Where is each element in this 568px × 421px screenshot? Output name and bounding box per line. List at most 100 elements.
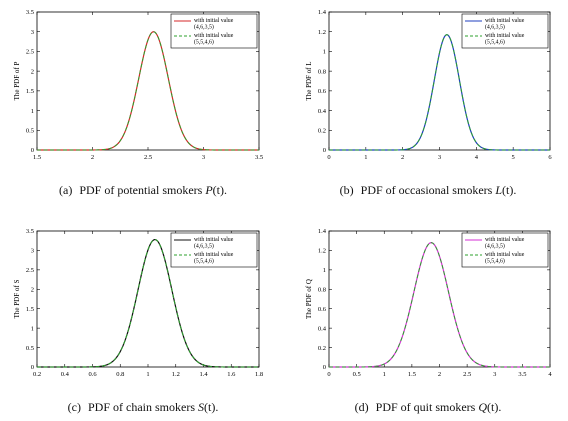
y-tick-label: 1.4 [318, 228, 327, 235]
panel-b: 0 1 2 3 4 5 6 0 0.2 0.4 0.6 0.8 1 1.2 1.4 The PDF of L w… [305, 9, 552, 161]
caption-d-text: PDF of quit smokers [375, 400, 476, 414]
x-tick-label: 1 [146, 371, 149, 378]
legend-box [170, 13, 258, 49]
legend-box [170, 232, 258, 268]
caption-d-arg: (t). [487, 400, 502, 414]
x-tick-label: 0.8 [116, 371, 124, 378]
y-tick-label: 0 [323, 364, 326, 371]
caption-b-tag: (b) [339, 183, 354, 197]
series-line-2 [329, 242, 550, 368]
caption-c-arg: (t). [204, 400, 219, 414]
y-tick-label: 0.8 [318, 286, 326, 293]
y-tick-label: 1 [323, 267, 326, 274]
x-tick-label: 1.5 [33, 154, 41, 161]
x-tick-label: 2.5 [144, 154, 152, 161]
y-tick-label: 1 [323, 49, 326, 56]
x-tick-label: 0.5 [353, 371, 361, 378]
caption-a-tag: (a) [59, 183, 73, 197]
y-tick-label: 1.2 [318, 29, 326, 36]
y-axis-label: The PDF of Q [305, 279, 313, 319]
legend-label-1-value: (4,6,3,5) [194, 24, 214, 31]
x-tick-label: 3 [493, 371, 496, 378]
x-tick-label: 0.6 [88, 371, 97, 378]
x-tick-label: 1.6 [227, 371, 236, 378]
x-tick-label: 3.5 [518, 371, 526, 378]
x-tick-label: 2 [91, 154, 94, 161]
x-tick-label: 1 [383, 371, 386, 378]
y-tick-label: 0.8 [318, 68, 326, 75]
x-tick-label: 2.5 [463, 371, 471, 378]
y-tick-label: 3 [31, 248, 34, 255]
y-tick-label: 0.6 [318, 306, 327, 313]
legend-label-1: with initial value [485, 18, 525, 24]
x-tick-label: 1.5 [408, 371, 416, 378]
series-line-2 [37, 31, 259, 151]
y-tick-label: 0.5 [26, 127, 34, 134]
x-tick-label: 2 [401, 154, 404, 161]
y-tick-label: 0 [31, 364, 34, 371]
y-tick-label: 0.4 [318, 325, 327, 332]
caption-d-tag: (d) [354, 400, 369, 414]
panel-a: 1.5 2 2.5 3 3.5 0 0.5 1 1.5 2 2.5 3 3.5 The PDF of P w… [13, 9, 263, 161]
caption-d: (d) PDF of quit smokers Q(t). [297, 400, 559, 415]
x-tick-label: 0.4 [61, 371, 70, 378]
caption-c: (c) PDF of chain smokers S(t). [12, 400, 274, 415]
panel-c: 0.2 0.4 0.6 0.8 1 1.2 1.4 1.6 1.8 0 0.5 1 1.5 2 2.5 3 3.… [13, 228, 263, 378]
x-tick-label: 3 [438, 154, 441, 161]
y-tick-label: 3.5 [26, 228, 34, 235]
series-line-2 [37, 239, 259, 368]
y-tick-label: 0.2 [318, 127, 326, 134]
y-tick-label: 1.5 [26, 306, 34, 313]
caption-b-text: PDF of occasional smokers [360, 183, 493, 197]
y-tick-label: 2.5 [26, 49, 34, 56]
panel-d: 0 0.5 1 1.5 2 2.5 3 3.5 4 0 0.2 0.4 0.6 0.8 1 1.2 1.4 The… [305, 228, 552, 378]
caption-d-var: Q [478, 400, 488, 414]
caption-c-text: PDF of chain smokers [88, 400, 195, 414]
y-tick-label: 2.5 [26, 267, 34, 274]
y-tick-label: 1 [31, 325, 34, 332]
legend-label-1: with initial value [485, 237, 525, 243]
y-tick-label: 3 [31, 29, 34, 36]
y-axis-label: The PDF of S [13, 280, 21, 319]
y-tick-label: 0.6 [318, 88, 327, 95]
x-tick-label: 0 [327, 371, 330, 378]
legend-label-1-value: (4,6,3,5) [485, 24, 505, 31]
legend-label-1: with initial value [194, 237, 234, 243]
y-tick-label: 0.4 [318, 108, 327, 115]
legend-label-1-value: (4,6,3,5) [485, 243, 505, 250]
y-tick-label: 1 [31, 108, 34, 115]
caption-b: (b) PDF of occasional smokers L(t). [297, 183, 559, 198]
y-tick-label: 2 [31, 286, 34, 293]
legend-label-1-value: (4,6,3,5) [194, 243, 214, 250]
x-tick-label: 2 [438, 371, 441, 378]
y-tick-label: 2 [31, 68, 34, 75]
y-tick-label: 3.5 [26, 9, 34, 16]
legend-label-1: with initial value [194, 18, 234, 24]
x-tick-label: 1.2 [172, 371, 180, 378]
y-tick-label: 0 [323, 147, 326, 154]
caption-a: (a) PDF of potential smokers P(t). [12, 183, 274, 198]
y-axis-label: The PDF of P [13, 62, 21, 101]
caption-a-text: PDF of potential smokers [79, 183, 203, 197]
caption-b-var: L [495, 183, 502, 197]
legend-label-2-value: (5,5,4,6) [194, 258, 214, 265]
legend-label-2-value: (5,5,4,6) [194, 39, 214, 46]
x-tick-label: 3.5 [255, 154, 263, 161]
x-tick-label: 3 [202, 154, 205, 161]
x-tick-label: 4 [548, 371, 552, 378]
y-tick-label: 0 [31, 147, 34, 154]
legend-label-2-value: (5,5,4,6) [485, 39, 505, 46]
series-line-1 [37, 31, 259, 151]
y-tick-label: 1.4 [318, 9, 327, 16]
x-tick-label: 1.4 [199, 371, 208, 378]
y-axis-label: The PDF of L [305, 61, 313, 100]
legend-label-2: with initial value [485, 252, 525, 258]
x-tick-label: 1.8 [255, 371, 263, 378]
caption-a-var: P [205, 183, 213, 197]
legend-label-2-value: (5,5,4,6) [485, 258, 505, 265]
y-tick-label: 0.5 [26, 345, 34, 352]
legend-box [461, 13, 549, 49]
y-tick-label: 1.2 [318, 248, 326, 255]
series-line-2 [329, 34, 550, 151]
